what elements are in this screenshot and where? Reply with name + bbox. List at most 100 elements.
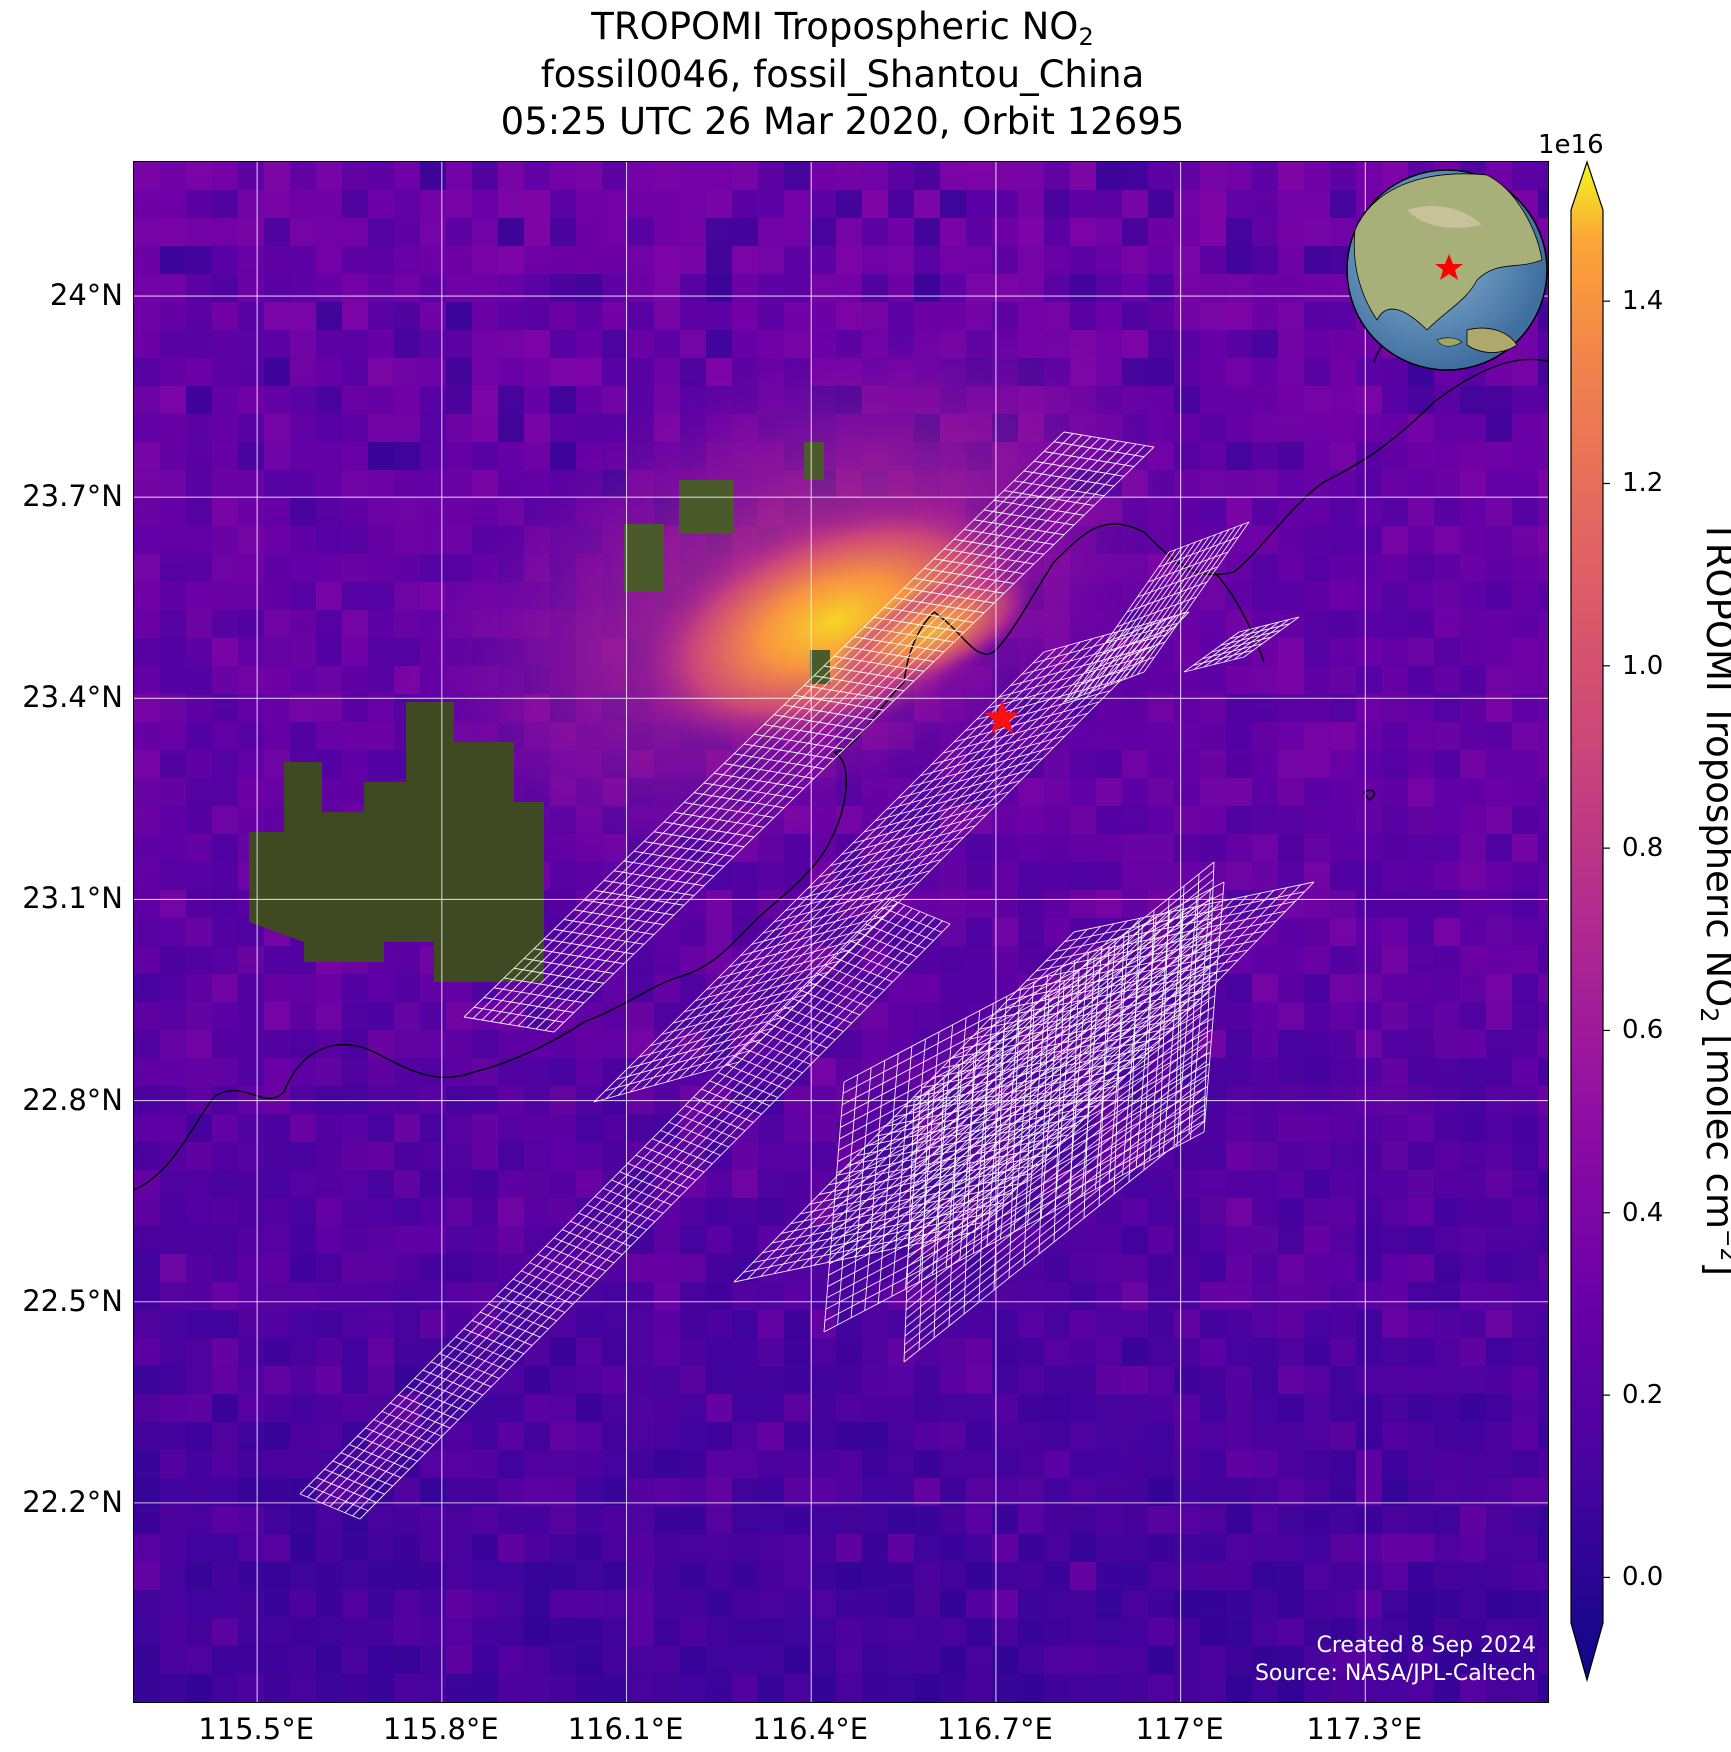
no2-pixel bbox=[628, 358, 654, 386]
no2-pixel bbox=[1174, 1254, 1200, 1282]
no2-pixel bbox=[1200, 386, 1226, 414]
swath-line bbox=[791, 997, 852, 1024]
no2-pixel bbox=[1382, 1114, 1408, 1142]
swath-line bbox=[463, 1328, 525, 1355]
no2-pixel bbox=[602, 974, 628, 1002]
no2-pixel bbox=[680, 1366, 706, 1394]
no2-pixel bbox=[1486, 1002, 1512, 1030]
no2-pixel bbox=[836, 1674, 862, 1702]
no2-pixel bbox=[472, 330, 498, 358]
no2-pixel bbox=[1330, 554, 1356, 582]
no2-pixel bbox=[758, 1086, 784, 1114]
no2-pixel bbox=[1382, 1394, 1408, 1422]
no2-pixel bbox=[732, 1702, 758, 1703]
no2-pixel bbox=[1018, 1282, 1044, 1310]
no2-pixel bbox=[1434, 778, 1460, 806]
no2-pixel bbox=[264, 1114, 290, 1142]
no2-pixel bbox=[316, 1702, 342, 1703]
no2-pixel bbox=[264, 218, 290, 246]
swath-line bbox=[672, 982, 818, 1024]
no2-pixel bbox=[1434, 1338, 1460, 1366]
no2-pixel bbox=[1044, 1394, 1070, 1422]
no2-pixel bbox=[212, 274, 238, 302]
no2-pixel bbox=[1200, 1618, 1226, 1646]
no2-pixel bbox=[1044, 1562, 1070, 1590]
no2-pixel bbox=[1252, 274, 1278, 302]
no2-pixel bbox=[1226, 1674, 1252, 1702]
no2-pixel bbox=[940, 1030, 966, 1058]
no2-pixel bbox=[550, 1646, 576, 1674]
no2-pixel bbox=[836, 1338, 862, 1366]
globe-inset-icon bbox=[1346, 169, 1548, 371]
no2-pixel bbox=[576, 274, 602, 302]
no2-pixel bbox=[316, 666, 342, 694]
no2-pixel bbox=[368, 1226, 394, 1254]
no2-pixel bbox=[186, 1450, 212, 1478]
no2-pixel bbox=[394, 974, 420, 1002]
swath-line bbox=[586, 1204, 647, 1231]
no2-pixel bbox=[1356, 610, 1382, 638]
no2-pixel bbox=[1044, 1618, 1070, 1646]
map-panel[interactable] bbox=[133, 161, 1549, 1703]
latitude-tick-label: 24°N bbox=[49, 278, 123, 313]
colorbar-tick-label: 0.2 bbox=[1622, 1380, 1664, 1411]
no2-pixel bbox=[1512, 666, 1538, 694]
no2-pixel bbox=[602, 358, 628, 386]
no2-pixel bbox=[394, 1254, 420, 1282]
no2-pixel bbox=[1018, 1366, 1044, 1394]
no2-pixel bbox=[1018, 1674, 1044, 1702]
no2-pixel bbox=[394, 1618, 420, 1646]
no2-pixel bbox=[160, 974, 186, 1002]
no2-pixel bbox=[1174, 1142, 1200, 1170]
landcover-patch-north3 bbox=[804, 442, 824, 480]
no2-pixel bbox=[1252, 414, 1278, 442]
no2-pixel bbox=[394, 1506, 420, 1534]
no2-pixel bbox=[1122, 1450, 1148, 1478]
no2-pixel bbox=[1122, 1422, 1148, 1450]
credit-source: Source: NASA/JPL-Caltech bbox=[1254, 1661, 1536, 1686]
no2-pixel bbox=[1226, 862, 1252, 890]
no2-pixel bbox=[472, 190, 498, 218]
no2-pixel bbox=[472, 1142, 498, 1170]
no2-pixel bbox=[966, 246, 992, 274]
no2-pixel bbox=[472, 1506, 498, 1534]
no2-pixel bbox=[966, 1674, 992, 1702]
no2-pixel bbox=[966, 862, 992, 890]
no2-pixel bbox=[186, 274, 212, 302]
no2-pixel bbox=[784, 1534, 810, 1562]
swath-line bbox=[603, 880, 695, 896]
no2-pixel bbox=[758, 302, 784, 330]
swath-line bbox=[1070, 549, 1177, 700]
no2-pixel bbox=[810, 1534, 836, 1562]
no2-pixel bbox=[1122, 1254, 1148, 1282]
no2-pixel bbox=[1018, 1310, 1044, 1338]
swath-line bbox=[904, 1112, 1205, 1354]
no2-pixel bbox=[134, 414, 160, 442]
no2-pixel bbox=[914, 1562, 940, 1590]
no2-pixel bbox=[1174, 330, 1200, 358]
no2-pixel bbox=[1304, 834, 1330, 862]
no2-pixel bbox=[1486, 1534, 1512, 1562]
no2-pixel bbox=[134, 666, 160, 694]
no2-pixel bbox=[160, 1506, 186, 1534]
no2-pixel bbox=[394, 386, 420, 414]
no2-pixel bbox=[498, 218, 524, 246]
no2-pixel bbox=[706, 1366, 732, 1394]
no2-pixel bbox=[1538, 1506, 1548, 1534]
no2-pixel bbox=[1538, 750, 1548, 778]
no2-pixel bbox=[602, 246, 628, 274]
no2-pixel bbox=[940, 1422, 966, 1450]
no2-pixel bbox=[784, 1646, 810, 1674]
no2-pixel bbox=[1070, 1506, 1096, 1534]
no2-pixel bbox=[264, 722, 290, 750]
no2-pixel bbox=[212, 1702, 238, 1703]
no2-pixel bbox=[342, 974, 368, 1002]
no2-pixel bbox=[1512, 470, 1538, 498]
no2-pixel bbox=[1538, 1394, 1548, 1422]
no2-pixel bbox=[888, 162, 914, 190]
no2-pixel bbox=[1538, 1618, 1548, 1646]
no2-pixel bbox=[212, 330, 238, 358]
no2-pixel bbox=[472, 498, 498, 526]
no2-pixel bbox=[1434, 750, 1460, 778]
no2-pixel bbox=[1252, 1394, 1278, 1422]
